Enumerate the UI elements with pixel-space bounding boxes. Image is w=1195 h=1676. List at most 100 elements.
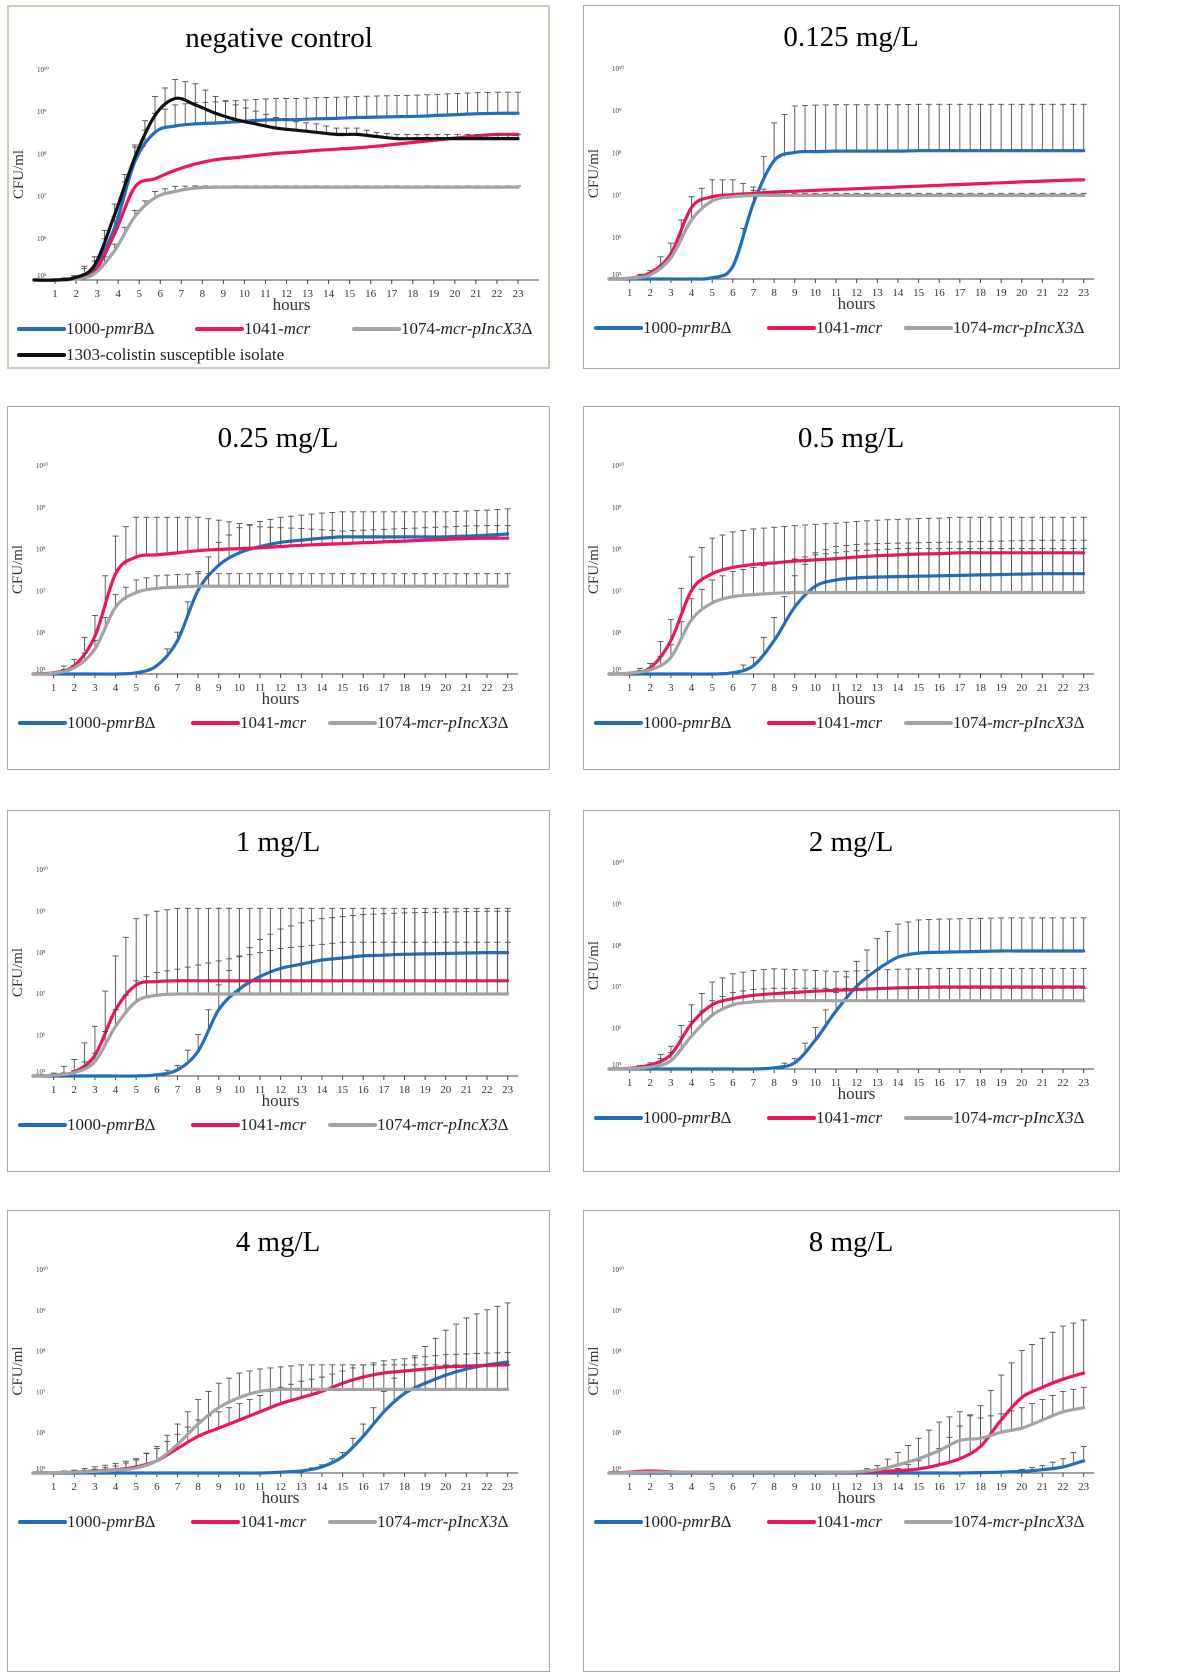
x-tick-label: 19 xyxy=(996,1481,1008,1493)
x-tick-label: 16 xyxy=(358,1084,370,1096)
x-tick-label: 6 xyxy=(730,1077,736,1089)
x-tick-label: 11 xyxy=(255,1481,266,1493)
x-tick-label: 21 xyxy=(1037,682,1048,694)
error-bars-s1000 xyxy=(61,91,521,279)
x-tick-label: 3 xyxy=(94,288,100,300)
error-bars-s1303 xyxy=(61,79,521,279)
x-tick-label: 21 xyxy=(461,682,472,694)
legend-label: 1041-mcr xyxy=(816,1512,882,1531)
x-tick-label: 22 xyxy=(1058,682,1069,694)
y-tick-label: 10⁷ xyxy=(36,587,46,595)
x-tick-label: 20 xyxy=(440,1084,452,1096)
y-tick-label: 10⁸ xyxy=(36,949,46,957)
x-tick-label: 13 xyxy=(296,1481,308,1493)
y-tick-label: 10⁹ xyxy=(36,907,46,915)
x-tick-label: 10 xyxy=(234,682,246,694)
legend-label: 1074-mcr-pIncX3Δ xyxy=(953,1108,1085,1127)
x-tick-label: 16 xyxy=(934,287,946,299)
x-tick-label: 22 xyxy=(1058,287,1069,299)
legend-item-s1074: 1074-mcr-pIncX3Δ xyxy=(328,713,509,732)
x-tick-label: 14 xyxy=(316,1084,328,1096)
y-axis-label: CFU/ml xyxy=(10,545,26,594)
chart-title: 2 mg/L xyxy=(809,826,894,858)
x-tick-label: 1 xyxy=(627,1077,633,1089)
x-tick-label: 1 xyxy=(51,1481,57,1493)
y-tick-label: 10⁸ xyxy=(612,942,622,950)
x-tick-label: 7 xyxy=(175,1084,181,1096)
x-tick-label: 17 xyxy=(378,1481,390,1493)
x-tick-label: 10 xyxy=(810,287,822,299)
x-tick-label: 1 xyxy=(51,1084,57,1096)
x-tick-label: 14 xyxy=(892,1077,904,1089)
x-tick-label: 6 xyxy=(730,287,736,299)
x-tick-label: 12 xyxy=(851,1077,862,1089)
series-line-s1074 xyxy=(31,584,510,676)
x-tick-label: 8 xyxy=(771,1077,777,1089)
x-tick-label: 14 xyxy=(323,288,335,300)
series-line-s1074 xyxy=(31,1387,510,1475)
chart-title: 8 mg/L xyxy=(809,1226,894,1258)
chart-panel-4: 0.5 mg/L CFU/ml 10⁵ 10⁶ 10⁷ 10⁸ 10⁹ 10¹⁰ 1 2 3 4 5 6 7… xyxy=(583,406,1120,770)
chart-panel-7: 4 mg/L CFU/ml 10⁵ 10⁶ 10⁷ 10⁸ 10⁹ 10¹⁰ 1 2 3 4 5 6 7 8 9… xyxy=(7,1210,550,1672)
x-tick-label: 8 xyxy=(771,287,777,299)
x-tick-label: 21 xyxy=(1037,287,1048,299)
y-axis-label: CFU/ml xyxy=(586,941,602,990)
legend-label: 1303-colistin susceptible isolate xyxy=(66,345,284,364)
y-tick-label: 10⁹ xyxy=(36,1307,46,1315)
series-line-s1074 xyxy=(607,999,1086,1071)
y-tick-label: 10¹⁰ xyxy=(37,66,49,74)
x-tick-label: 9 xyxy=(221,288,227,300)
series-line-s1074 xyxy=(31,992,510,1078)
x-tick-label: 14 xyxy=(892,682,904,694)
error-bars-s1074 xyxy=(60,573,511,671)
x-tick-label: 15 xyxy=(344,288,356,300)
series-line-s1041 xyxy=(32,132,520,282)
x-tick-label: 6 xyxy=(730,1481,736,1493)
chart-title: 4 mg/L xyxy=(236,1226,321,1258)
x-tick-label: 22 xyxy=(482,682,493,694)
x-tick-label: 5 xyxy=(133,682,139,694)
error-bars-s1000 xyxy=(164,910,511,1073)
x-tick-label: 11 xyxy=(831,287,842,299)
x-tick-label: 18 xyxy=(399,682,411,694)
y-tick-label: 10⁶ xyxy=(612,1429,622,1437)
x-tick-label: 4 xyxy=(113,1084,119,1096)
legend-item-s1000: 1000-pmrBΔ xyxy=(18,713,155,732)
x-tick-label: 13 xyxy=(872,1481,884,1493)
x-tick-label: 3 xyxy=(668,1481,674,1493)
y-tick-label: 10⁹ xyxy=(37,108,47,116)
legend-label: 1074-mcr-pIncX3Δ xyxy=(377,1512,509,1531)
y-tick-label: 10⁶ xyxy=(37,235,47,243)
x-tick-label: 10 xyxy=(810,1481,822,1493)
legend-item-s1041: 1041-mcr xyxy=(767,1108,882,1127)
error-bars-s1041 xyxy=(884,1319,1087,1471)
x-tick-label: 20 xyxy=(440,1481,452,1493)
x-tick-label: 9 xyxy=(792,682,798,694)
x-tick-label: 20 xyxy=(449,288,461,300)
x-tick-label: 15 xyxy=(337,1481,349,1493)
y-tick-label: 10⁹ xyxy=(612,107,622,115)
x-tick-label: 15 xyxy=(913,1481,925,1493)
legend-item-s1074: 1074-mcr-pIncX3Δ xyxy=(904,713,1085,732)
legend-label: 1041-mcr xyxy=(816,1108,882,1127)
x-tick-label: 6 xyxy=(158,288,164,300)
x-tick-label: 13 xyxy=(296,1084,308,1096)
legend-item-s1041: 1041-mcr xyxy=(195,319,310,338)
x-tick-label: 14 xyxy=(892,1481,904,1493)
x-tick-label: 1 xyxy=(52,288,58,300)
y-tick-label: 10⁷ xyxy=(612,1388,622,1396)
legend-item-s1041: 1041-mcr xyxy=(767,713,882,732)
series-line-s1074 xyxy=(32,185,520,282)
x-tick-label: 10 xyxy=(234,1084,246,1096)
x-tick-label: 11 xyxy=(831,1077,842,1089)
x-tick-label: 6 xyxy=(730,682,736,694)
y-axis-label: CFU/ml xyxy=(10,948,26,997)
legend-label: 1000-pmrBΔ xyxy=(67,1512,155,1531)
legend-label: 1074-mcr-pIncX3Δ xyxy=(377,713,509,732)
legend-label: 1000-pmrBΔ xyxy=(643,1512,731,1531)
series-line-s1303 xyxy=(32,96,520,282)
x-tick-label: 17 xyxy=(954,682,966,694)
x-tick-label: 18 xyxy=(407,288,419,300)
